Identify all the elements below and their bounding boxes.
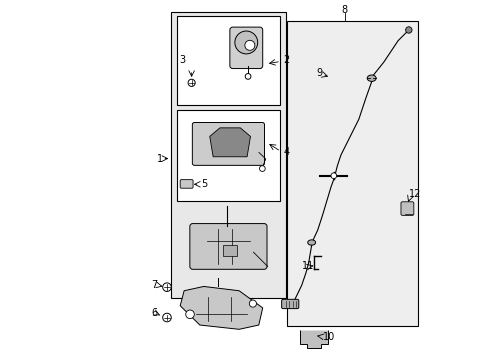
Bar [287, 21, 417, 327]
Text: 7: 7 [151, 280, 158, 290]
Circle shape [330, 173, 336, 179]
Circle shape [185, 310, 194, 319]
Ellipse shape [307, 240, 315, 245]
Text: 3: 3 [179, 55, 185, 64]
Text: 5: 5 [201, 179, 207, 189]
Text: 6: 6 [151, 308, 158, 318]
FancyBboxPatch shape [180, 180, 193, 188]
Text: 8: 8 [341, 5, 347, 15]
Circle shape [188, 79, 195, 86]
Polygon shape [180, 287, 262, 329]
FancyBboxPatch shape [229, 27, 262, 68]
Text: 9: 9 [315, 68, 322, 78]
Bar [176, 16, 280, 105]
FancyBboxPatch shape [400, 202, 413, 215]
Circle shape [234, 31, 257, 54]
Text: 10: 10 [323, 332, 335, 342]
Text: 12: 12 [408, 189, 420, 199]
Text: 4: 4 [283, 147, 288, 157]
Circle shape [259, 166, 264, 171]
FancyBboxPatch shape [192, 122, 264, 165]
Polygon shape [209, 128, 250, 157]
Text: 2: 2 [283, 55, 289, 65]
Text: 1: 1 [157, 154, 163, 163]
Circle shape [163, 283, 171, 292]
Circle shape [249, 300, 256, 307]
Circle shape [163, 313, 171, 322]
Bar [176, 111, 280, 202]
Bar [223, 245, 237, 256]
Text: 11: 11 [301, 261, 313, 271]
Circle shape [244, 73, 250, 79]
Bar [171, 12, 285, 298]
FancyBboxPatch shape [281, 299, 298, 309]
Polygon shape [299, 330, 328, 348]
FancyBboxPatch shape [189, 224, 266, 269]
Ellipse shape [366, 75, 375, 81]
Circle shape [244, 40, 254, 50]
Circle shape [405, 27, 411, 33]
